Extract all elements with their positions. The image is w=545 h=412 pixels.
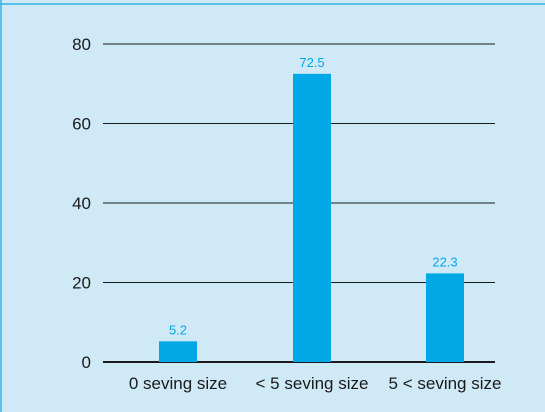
x-tick-label: 5 < seving size bbox=[389, 374, 502, 393]
data-label: 22.3 bbox=[432, 254, 457, 269]
x-tick-label: 0 seving size bbox=[129, 374, 227, 393]
y-tick-label: 0 bbox=[82, 353, 91, 372]
data-label: 72.5 bbox=[299, 55, 324, 70]
y-axis-ticks: 0 20 40 60 80 bbox=[72, 35, 91, 372]
y-tick-label: 60 bbox=[72, 115, 91, 134]
x-axis-categories: 0 seving size < 5 seving size 5 < seving s… bbox=[129, 374, 502, 393]
y-tick-label: 40 bbox=[72, 194, 91, 213]
bar bbox=[426, 273, 464, 362]
x-tick-label: < 5 seving size bbox=[256, 374, 369, 393]
bars bbox=[159, 73, 464, 362]
data-label: 5.2 bbox=[169, 322, 187, 337]
y-tick-label: 80 bbox=[72, 35, 91, 54]
y-tick-label: 20 bbox=[72, 274, 91, 293]
data-labels: 5.2 72.5 22.3 bbox=[169, 55, 458, 338]
bar bbox=[293, 73, 331, 362]
bar bbox=[159, 341, 197, 362]
